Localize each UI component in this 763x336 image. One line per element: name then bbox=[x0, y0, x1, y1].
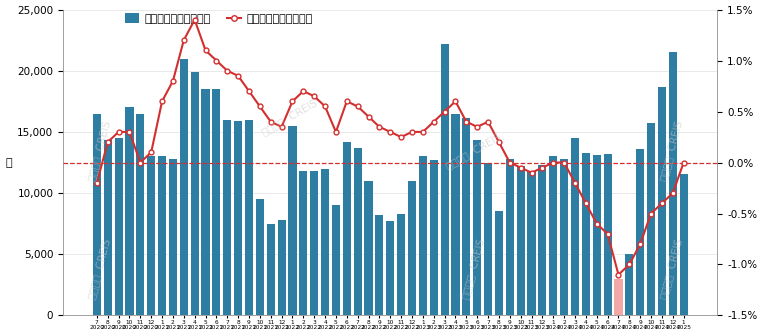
Bar bbox=[495, 211, 503, 316]
Bar bbox=[397, 214, 405, 316]
Bar bbox=[169, 159, 177, 316]
Bar bbox=[386, 221, 394, 316]
Bar bbox=[245, 120, 253, 316]
Bar bbox=[517, 166, 525, 316]
Bar bbox=[506, 159, 513, 316]
Bar bbox=[680, 173, 687, 316]
Bar bbox=[147, 156, 156, 316]
Bar bbox=[539, 165, 546, 316]
Bar bbox=[365, 181, 372, 316]
Bar bbox=[104, 140, 112, 316]
Bar bbox=[234, 121, 242, 316]
Bar bbox=[125, 108, 134, 316]
Bar bbox=[571, 138, 579, 316]
Bar bbox=[375, 215, 384, 316]
Bar bbox=[353, 148, 362, 316]
Text: 中指数据  CREIS: 中指数据 CREIS bbox=[658, 238, 684, 300]
Bar bbox=[180, 58, 188, 316]
Bar bbox=[332, 205, 340, 316]
Bar bbox=[158, 156, 166, 316]
Bar bbox=[658, 87, 666, 316]
Bar bbox=[452, 114, 459, 316]
Bar bbox=[440, 44, 449, 316]
Bar bbox=[93, 114, 101, 316]
Bar bbox=[288, 126, 297, 316]
Bar bbox=[614, 279, 623, 316]
Legend: 北京二手住宅成交套数, 北京二手住宅价格环比: 北京二手住宅成交套数, 北京二手住宅价格环比 bbox=[121, 9, 317, 28]
Bar bbox=[560, 159, 568, 316]
Bar bbox=[581, 153, 590, 316]
Text: 中指数据  CREIS: 中指数据 CREIS bbox=[86, 238, 112, 300]
Bar bbox=[419, 156, 427, 316]
Bar bbox=[299, 171, 307, 316]
Bar bbox=[137, 114, 144, 316]
Bar bbox=[593, 155, 600, 316]
Bar bbox=[321, 169, 329, 316]
Bar bbox=[668, 52, 677, 316]
Text: 中指数据  CREIS: 中指数据 CREIS bbox=[460, 238, 486, 300]
Bar bbox=[266, 224, 275, 316]
Bar bbox=[201, 89, 210, 316]
Bar bbox=[343, 142, 351, 316]
Bar bbox=[278, 220, 285, 316]
Bar bbox=[604, 154, 612, 316]
Bar bbox=[224, 120, 231, 316]
Bar bbox=[647, 123, 655, 316]
Bar bbox=[408, 181, 416, 316]
Text: 中指数据  CREIS: 中指数据 CREIS bbox=[443, 131, 503, 171]
Bar bbox=[473, 140, 481, 316]
Bar bbox=[191, 72, 198, 316]
Text: 中指数据  CREIS: 中指数据 CREIS bbox=[658, 120, 684, 182]
Bar bbox=[310, 171, 318, 316]
Bar bbox=[430, 160, 438, 316]
Text: 中指数据  CREIS: 中指数据 CREIS bbox=[260, 98, 320, 137]
Bar bbox=[256, 199, 264, 316]
Bar bbox=[636, 149, 644, 316]
Bar bbox=[114, 138, 123, 316]
Bar bbox=[462, 119, 471, 316]
Y-axis label: 套: 套 bbox=[5, 158, 12, 168]
Bar bbox=[527, 171, 536, 316]
Text: 中指数据  CREIS: 中指数据 CREIS bbox=[86, 120, 112, 182]
Bar bbox=[484, 163, 492, 316]
Bar bbox=[625, 254, 633, 316]
Bar bbox=[549, 156, 557, 316]
Bar bbox=[212, 89, 221, 316]
